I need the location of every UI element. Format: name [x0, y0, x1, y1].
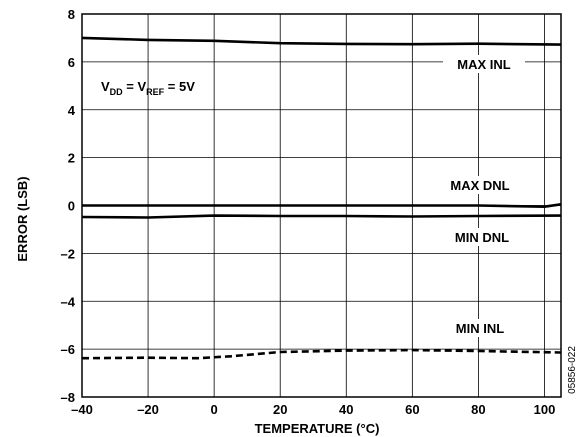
x-tick-label: 60 [405, 402, 419, 417]
label-max-dnl: MAX DNL [450, 178, 509, 193]
condition-ref-subscript: REF [146, 87, 165, 97]
series-line-max-inl [81, 36, 562, 46]
label-bg-max-dnl [436, 176, 524, 194]
condition-label: VDD = VREF = 5V [101, 79, 195, 97]
y-tick-label: 6 [68, 55, 75, 70]
y-tick-label: –2 [61, 246, 75, 261]
x-tick-label: –40 [71, 402, 93, 417]
y-axis-title: ERROR (LSB) [15, 176, 30, 261]
x-tick-label: –20 [137, 402, 159, 417]
label-min-inl: MIN INL [456, 321, 504, 336]
x-axis-title: TEMPERATURE (°C) [255, 421, 380, 436]
series-lines [81, 36, 562, 360]
y-tick-label: –4 [61, 294, 76, 309]
series-line-max-dnl [82, 203, 562, 208]
label-max-inl: MAX INL [457, 57, 511, 72]
series-line-min-inl [81, 348, 562, 360]
label-bg-max-inl [443, 55, 525, 73]
y-tick-label: 4 [68, 103, 76, 118]
figure-code: 05856-022 [567, 346, 578, 394]
y-tick-label: 8 [68, 7, 75, 22]
label-min-dnl: MIN DNL [455, 230, 509, 245]
y-tick-label: –8 [61, 390, 75, 405]
condition-vdd: V [101, 79, 110, 94]
x-tick-label: 20 [273, 402, 287, 417]
y-tick-label: –6 [61, 342, 75, 357]
label-bg-min-inl [444, 319, 516, 337]
condition-eq1: = V [123, 79, 147, 94]
x-tick-label: 40 [339, 402, 353, 417]
condition-dd-subscript: DD [110, 87, 123, 97]
plot-frame [81, 13, 562, 398]
x-tick-label: 0 [211, 402, 218, 417]
y-tick-label: 0 [68, 199, 75, 214]
label-bg-min-dnl [440, 228, 524, 246]
x-tick-label: 100 [534, 402, 556, 417]
y-tick-label: 2 [68, 151, 75, 166]
x-tick-label: 80 [471, 402, 485, 417]
x-tick-labels: –40 –20 0 20 40 60 80 100 [71, 402, 555, 417]
y-tick-labels: 8 6 4 2 0 –2 –4 –6 –8 [61, 7, 76, 405]
condition-eq2: = 5V [164, 79, 195, 94]
series-line-min-dnl [81, 214, 562, 219]
